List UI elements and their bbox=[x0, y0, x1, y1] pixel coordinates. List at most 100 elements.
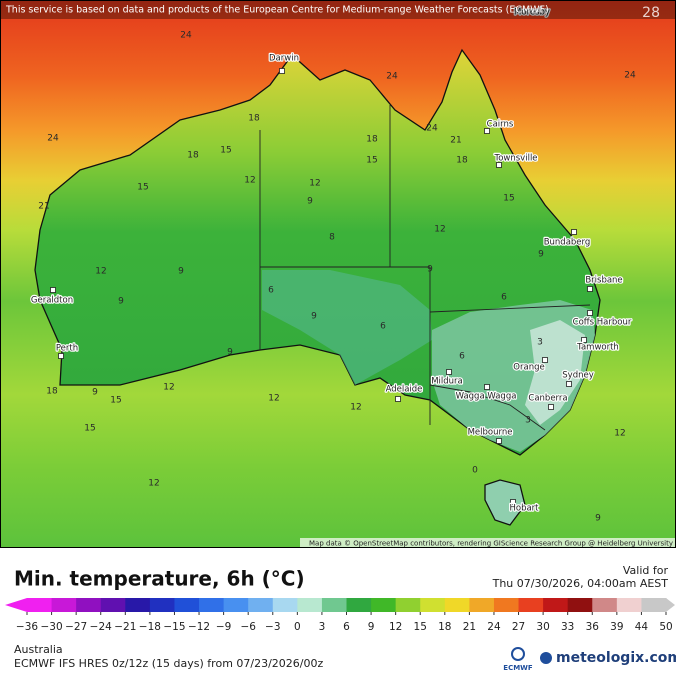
colorbar-tick-label: 44 bbox=[635, 621, 649, 633]
contour-label: 3 bbox=[525, 416, 531, 426]
colorbar-segment bbox=[51, 598, 77, 612]
contour-label: 15 bbox=[503, 194, 514, 204]
place-marker bbox=[510, 499, 516, 505]
colorbar-tick-label: −36 bbox=[16, 621, 38, 633]
colorbar-segment bbox=[346, 598, 372, 612]
place-label: Canberra bbox=[528, 394, 567, 404]
colorbar-tick-label: 36 bbox=[586, 621, 600, 633]
colorbar-segment bbox=[248, 598, 274, 612]
contour-label: 15 bbox=[220, 146, 231, 156]
ecmwf-icon bbox=[511, 647, 525, 661]
place-label: Melbourne bbox=[468, 428, 513, 438]
place-label: Orange bbox=[513, 363, 544, 373]
place-marker bbox=[484, 384, 490, 390]
place-marker bbox=[571, 229, 577, 235]
contour-label: 24 bbox=[47, 134, 59, 144]
colorbar-segment bbox=[272, 598, 298, 612]
colorbar-tick-label: 21 bbox=[463, 621, 476, 633]
contour-label: 6 bbox=[501, 293, 507, 303]
contour-label: 12 bbox=[163, 383, 174, 393]
colorbar-tick-label: 6 bbox=[343, 621, 350, 633]
colorbar-segment bbox=[223, 598, 249, 612]
state-borders bbox=[259, 105, 591, 431]
colorbar-tick-label: −15 bbox=[163, 621, 185, 633]
colorbar-tick-label: 15 bbox=[414, 621, 427, 633]
contour-label: 12 bbox=[309, 179, 320, 189]
contour-label: 18 bbox=[46, 387, 58, 397]
colorbar-tick-label: 18 bbox=[438, 621, 451, 633]
colorbar-tick-label: −24 bbox=[90, 621, 112, 633]
colorbar-segment bbox=[543, 598, 569, 612]
place-marker bbox=[484, 128, 490, 134]
contour-label: 8 bbox=[329, 233, 335, 243]
colorbar: −36 −30 −27 −24 −21 −18 −15 −12 −9 −6 −3 0 3 6 9 12 15 18… bbox=[5, 598, 675, 633]
colorbar-tick-label: −21 bbox=[114, 621, 136, 633]
contour-label: 18 bbox=[187, 151, 199, 161]
colorbar-tick-label: −6 bbox=[240, 621, 256, 633]
colorbar-segment bbox=[493, 598, 520, 612]
place-label: Bundaberg bbox=[544, 238, 591, 248]
contour-label: 6 bbox=[268, 286, 274, 296]
place-marker bbox=[279, 68, 285, 74]
place-marker bbox=[496, 162, 502, 168]
place-label: Cairns bbox=[487, 120, 514, 130]
colorbar-segment bbox=[100, 598, 126, 612]
contour-label: 24 bbox=[624, 71, 636, 81]
coldest-region bbox=[525, 320, 585, 425]
place-label: Mildura bbox=[431, 377, 463, 387]
contour-label: 24 bbox=[426, 124, 438, 134]
colorbar-segment bbox=[125, 598, 151, 612]
colorbar-arrow bbox=[666, 598, 675, 612]
contour-label: 24 bbox=[180, 31, 192, 41]
contour-label: 12 bbox=[434, 225, 445, 235]
contour-label: 9 bbox=[538, 250, 544, 260]
contour-label: 24 bbox=[386, 72, 398, 82]
colorbar-segment bbox=[469, 598, 495, 612]
border bbox=[429, 384, 546, 431]
contour-label: 18 bbox=[456, 156, 468, 166]
contour-label: 9 bbox=[427, 265, 433, 275]
contour-label: 21 bbox=[450, 136, 461, 146]
contour-label: 9 bbox=[227, 348, 233, 358]
colorbar-tick-label: 24 bbox=[487, 621, 501, 633]
colorbar-tick-label: 9 bbox=[368, 621, 375, 633]
contour-label: 6 bbox=[459, 352, 465, 362]
place-label: Moresby bbox=[514, 8, 550, 18]
colorbar-segment bbox=[518, 598, 544, 612]
place-label: Perth bbox=[56, 344, 78, 354]
colorbar-segment bbox=[395, 598, 421, 612]
place-label: Tamworth bbox=[576, 343, 619, 353]
place-label: Coffs Harbour bbox=[573, 318, 632, 328]
place-marker bbox=[496, 438, 502, 444]
place-marker bbox=[446, 369, 452, 375]
ecmwf-logo: ECMWF bbox=[503, 664, 533, 672]
colorbar-segment bbox=[567, 598, 593, 612]
contour-label: 15 bbox=[137, 183, 148, 193]
place-marker bbox=[587, 286, 593, 292]
contour-label: 6 bbox=[380, 322, 386, 332]
contour-label: 9 bbox=[118, 297, 124, 307]
contour-label: 18 bbox=[248, 114, 260, 124]
contour-label: 9 bbox=[92, 388, 98, 398]
colorbar-segment bbox=[444, 598, 470, 612]
colorbar-tick-label: −12 bbox=[188, 621, 210, 633]
contour-label: 0 bbox=[472, 466, 478, 476]
place-label: Hobart bbox=[509, 504, 539, 514]
contour-label: 3 bbox=[537, 338, 543, 348]
colorbar-tick-label: 0 bbox=[294, 621, 301, 633]
map: 24 24 24 24 24 21 21 18 18 18 18 18 15 15 15 15 15 15 12 12… bbox=[0, 0, 676, 548]
valid-time: Thu 07/30/2026, 04:00am AEST bbox=[492, 577, 669, 590]
colorbar-tick-label: −9 bbox=[216, 621, 231, 633]
banner: This service is based on data and produc… bbox=[5, 5, 549, 16]
brand: meteologix.com bbox=[556, 650, 676, 666]
contour-label: 21 bbox=[38, 202, 49, 212]
tasmania bbox=[484, 479, 526, 526]
colorbar-segment bbox=[592, 598, 618, 612]
colorbar-tick-label: 27 bbox=[512, 621, 525, 633]
contour-label: 12 bbox=[244, 176, 255, 186]
colorbar-segment bbox=[199, 598, 225, 612]
border bbox=[429, 304, 591, 313]
attribution-bg bbox=[300, 538, 676, 548]
colorbar-segment bbox=[616, 598, 642, 612]
colorbar-segment bbox=[371, 598, 397, 612]
